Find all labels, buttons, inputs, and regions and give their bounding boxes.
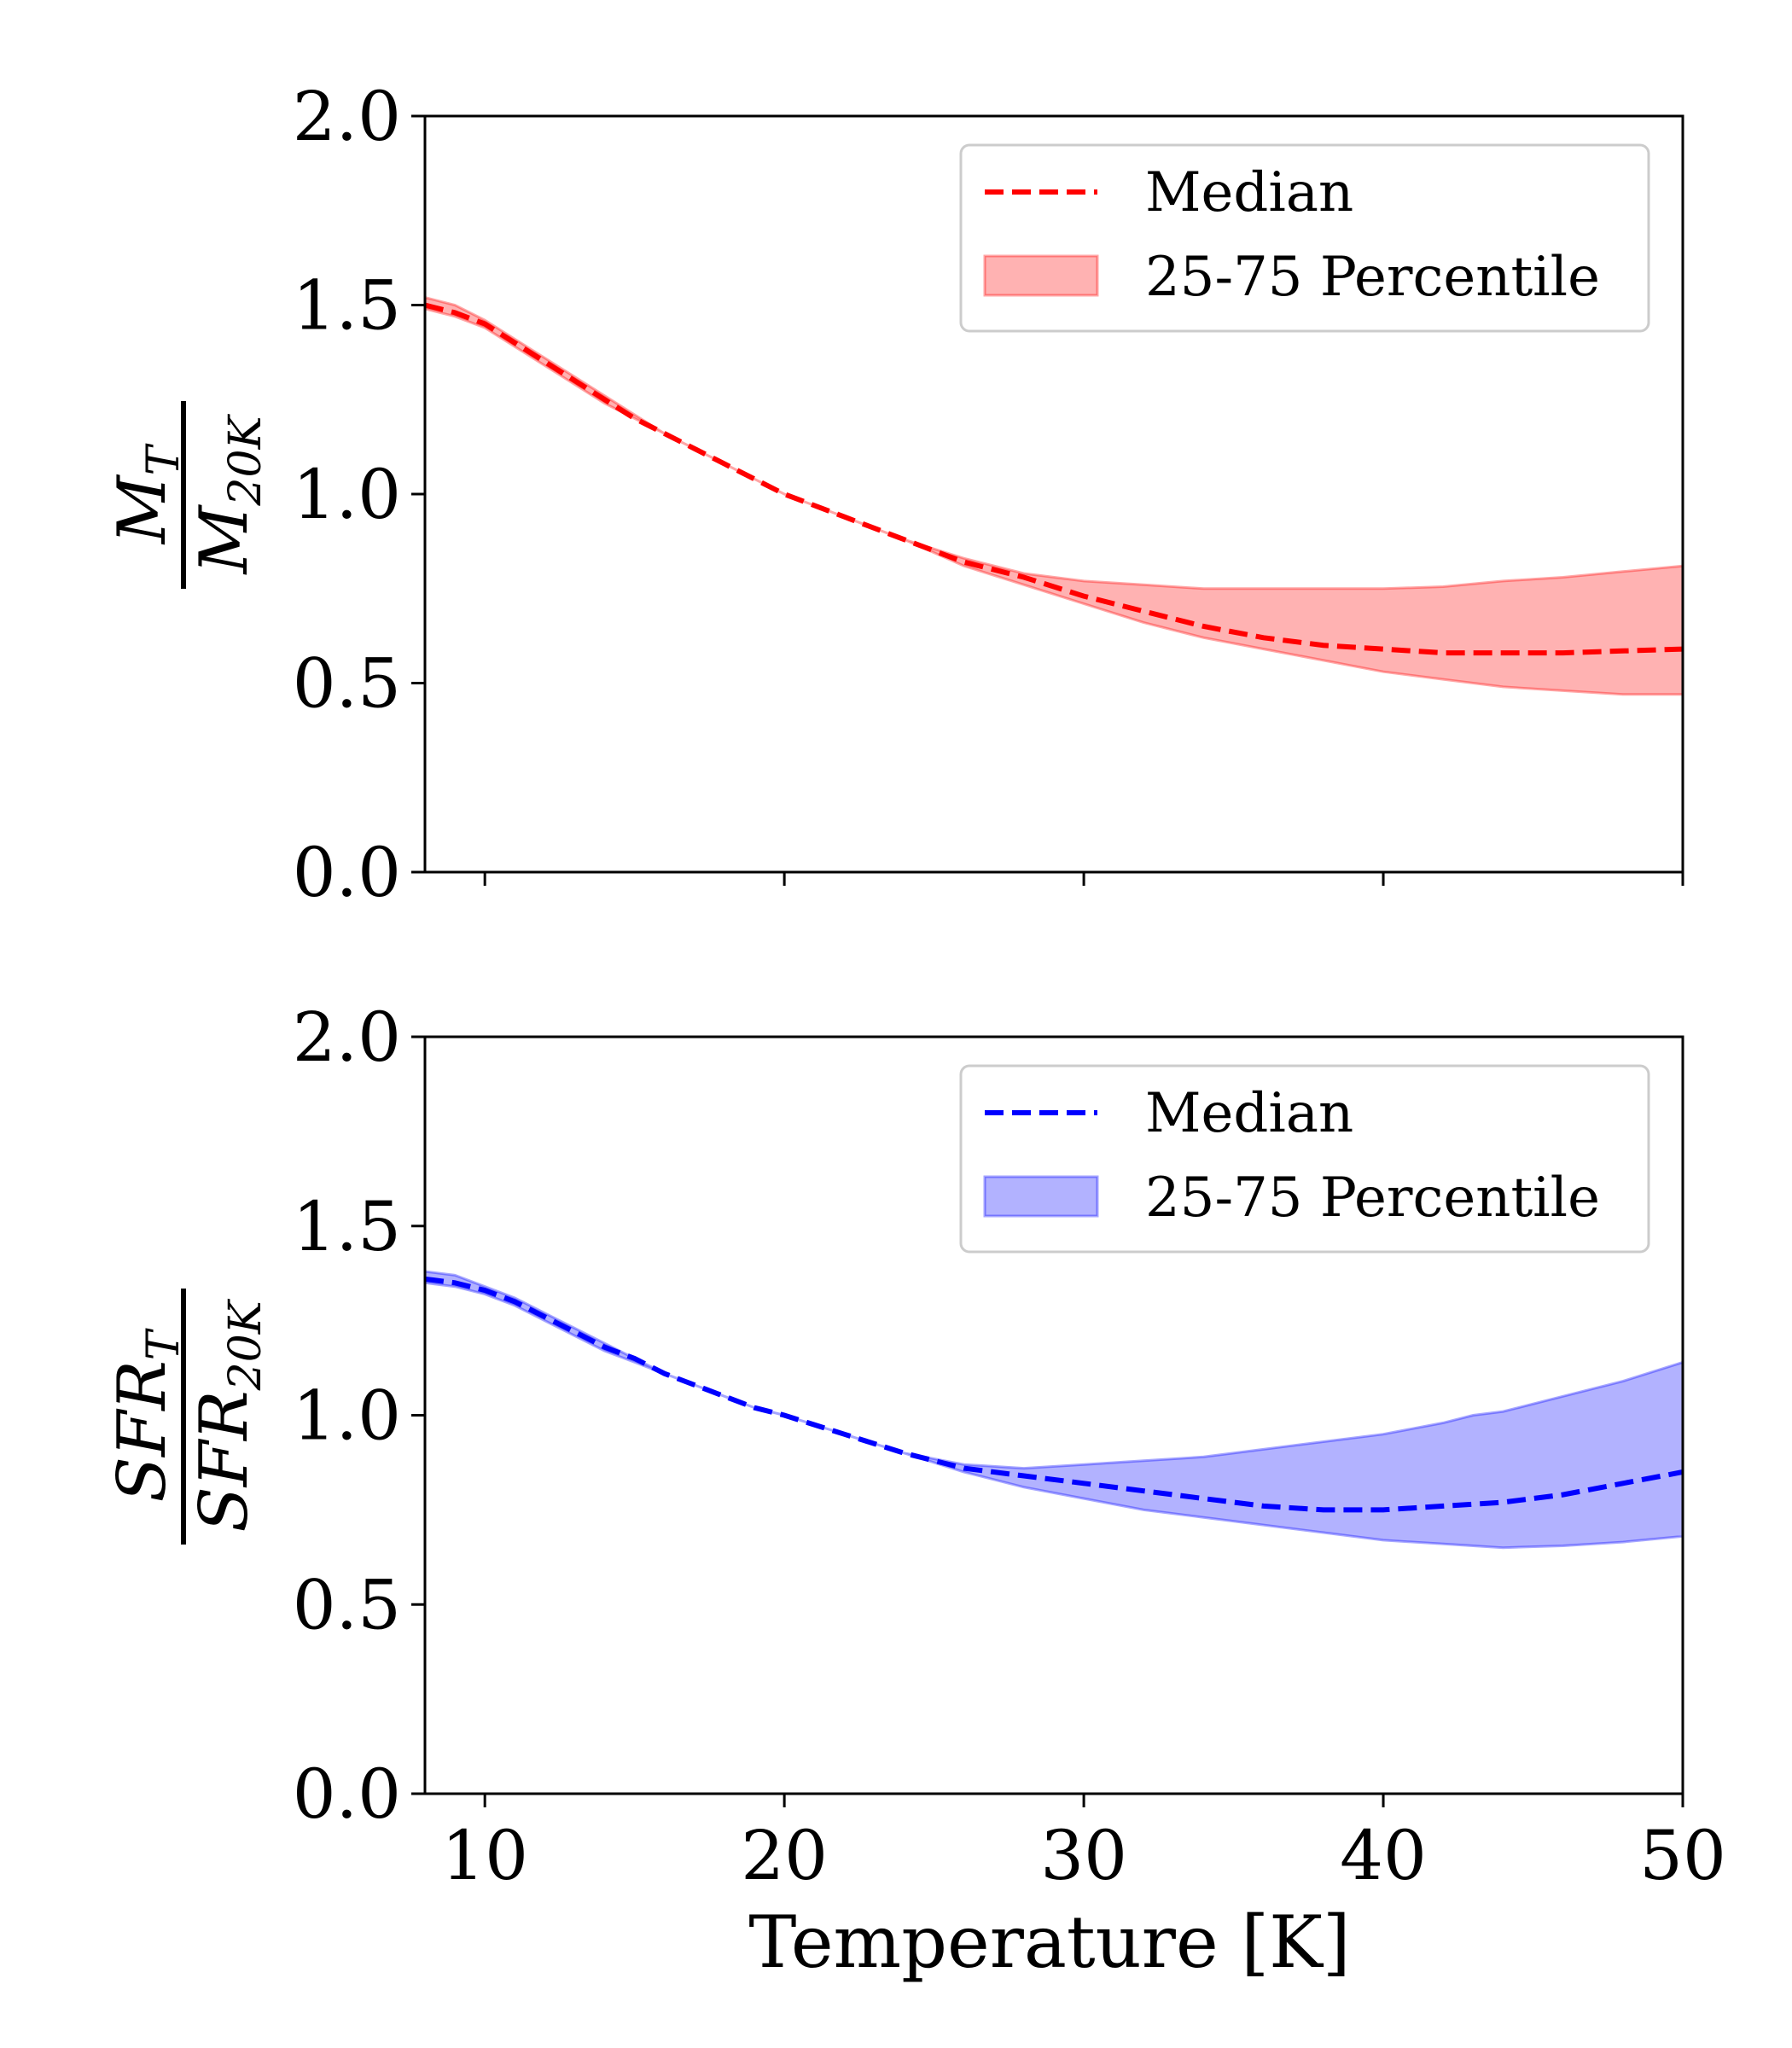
x-tick-label: 50	[1639, 1816, 1726, 1895]
y-tick-label: 2.0	[293, 998, 401, 1077]
legend-band-swatch	[983, 1175, 1099, 1218]
y-tick-label: 0.0	[293, 1754, 401, 1834]
plot-area	[425, 296, 1683, 696]
legend-box	[959, 1064, 1650, 1254]
y-tick-label: 2.0	[293, 77, 401, 156]
y-axis-label-denominator: M20K	[186, 413, 271, 575]
y-axis-label-denominator: SFR20K	[186, 1298, 271, 1532]
y-tick-label: 0.0	[293, 833, 401, 912]
median-line	[425, 1276, 1683, 1513]
y-label-den-sub: 20K	[220, 413, 271, 506]
x-tick-label: 20	[741, 1816, 828, 1895]
x-tick-label: 30	[1040, 1816, 1127, 1895]
y-tick-label: 1.0	[293, 455, 401, 534]
y-label-den-main: M	[186, 503, 263, 575]
legend: Median 25-75 Percentile	[959, 1064, 1650, 1254]
y-label-den-sub: 20K	[220, 1298, 271, 1391]
legend-band-label: 25-75 Percentile	[1145, 1167, 1600, 1230]
x-axis-label: Temperature [K]	[748, 1900, 1350, 1984]
y-tick-label: 0.5	[293, 644, 401, 724]
legend-median-label: Median	[1145, 1082, 1353, 1145]
legend: Median 25-75 Percentile	[959, 143, 1650, 333]
x-tick-label: 40	[1340, 1816, 1427, 1895]
y-label-num-main: SFR	[104, 1360, 181, 1502]
y-tick-label: 1.0	[293, 1376, 401, 1456]
legend-band-label: 25-75 Percentile	[1145, 246, 1600, 309]
y-label-den-main: SFR	[186, 1390, 263, 1532]
y-tick-label: 0.5	[293, 1565, 401, 1644]
y-label-num-main: M	[104, 474, 181, 545]
bottom-panel: 0.00.51.01.52.010 20 30 40 50SFRTSFR20KMedia…	[104, 998, 1726, 1895]
y-tick-label: 1.5	[293, 266, 401, 346]
legend-band-swatch	[983, 254, 1099, 297]
y-tick-label: 1.5	[293, 1187, 401, 1266]
legend-box	[959, 143, 1650, 333]
legend-median-label: Median	[1145, 161, 1353, 224]
x-tick-label: 10	[441, 1816, 528, 1895]
median-line	[425, 302, 1683, 656]
y-axis-label-numerator: SFRT	[104, 1328, 189, 1502]
plot-area	[425, 1270, 1683, 1550]
